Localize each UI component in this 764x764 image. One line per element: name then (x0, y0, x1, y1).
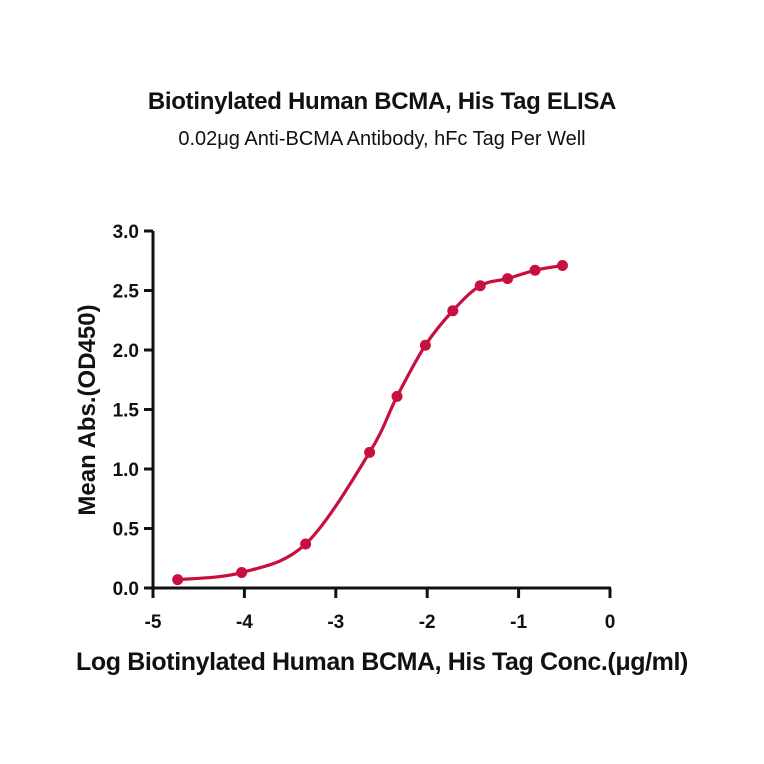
data-point (502, 273, 514, 285)
x-tick-label: -5 (145, 612, 162, 633)
y-tick-label: 1.5 (113, 401, 140, 422)
x-tick-label: -1 (510, 612, 527, 633)
axes (144, 229, 612, 598)
data-point (236, 567, 248, 579)
data-point (172, 574, 184, 586)
tick-labels: 0.0 0.5 1.0 1.5 2.0 2.5 3.0 -5 -4 -3 -2 -1 0 (113, 222, 616, 633)
x-axis-label: Log Biotinylated Human BCMA, His Tag Con… (76, 648, 688, 676)
data-point (474, 280, 486, 292)
x-tick-label: 0 (605, 612, 616, 633)
x-tick-label: -3 (327, 612, 344, 633)
data-points (172, 260, 568, 586)
y-tick-label: 2.5 (113, 282, 140, 303)
data-point (419, 339, 431, 351)
x-tick-label: -4 (236, 612, 253, 633)
data-point (529, 264, 541, 276)
data-point (447, 305, 459, 317)
chart-title: Biotinylated Human BCMA, His Tag ELISA (147, 88, 617, 115)
data-point (364, 446, 376, 458)
y-tick-label: 3.0 (113, 222, 139, 243)
data-point (391, 390, 403, 402)
y-tick-label: 0.5 (113, 520, 140, 541)
data-point (300, 538, 312, 550)
x-tick-label: -2 (419, 612, 436, 633)
chart-subtitle: 0.02μg Anti-BCMA Antibody, hFc Tag Per W… (178, 128, 586, 150)
y-tick-label: 2.0 (113, 341, 139, 362)
fit-curve (176, 263, 565, 582)
y-tick-label: 1.0 (113, 460, 139, 481)
data-point (556, 260, 568, 272)
y-tick-label: 0.0 (113, 579, 139, 600)
